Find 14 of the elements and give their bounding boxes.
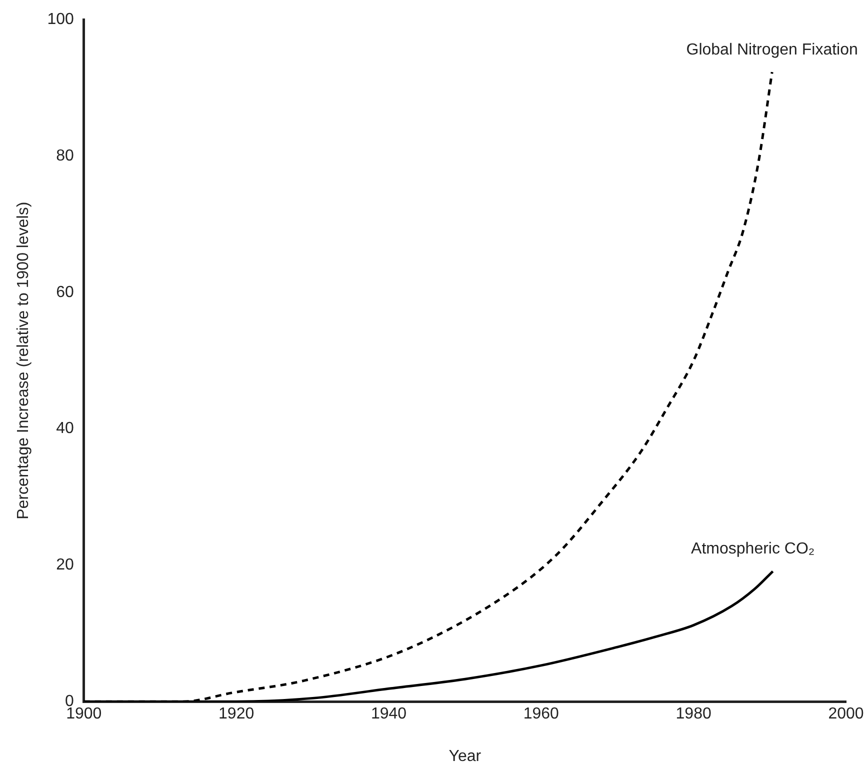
x-tick-label: 1940 [370, 706, 407, 723]
series-label: Atmospheric CO₂ [691, 540, 815, 558]
x-tick-label: 1920 [218, 706, 254, 723]
y-tick-label: 80 [56, 147, 74, 164]
y-tick-label: 20 [56, 556, 74, 574]
x-tick-label: 1960 [523, 706, 560, 723]
y-tick-label: 100 [47, 11, 74, 28]
x-axis-title: Year [448, 748, 482, 765]
y-tick-label: 40 [56, 420, 74, 438]
y-axis-title: Percentage Increase (relative to 1900 levels) [15, 202, 32, 520]
x-tick-label: 2000 [828, 706, 864, 723]
series-label: Global Nitrogen Fixation [686, 42, 858, 59]
x-tick-label: 1980 [676, 706, 712, 723]
y-tick-label: 60 [56, 284, 74, 301]
